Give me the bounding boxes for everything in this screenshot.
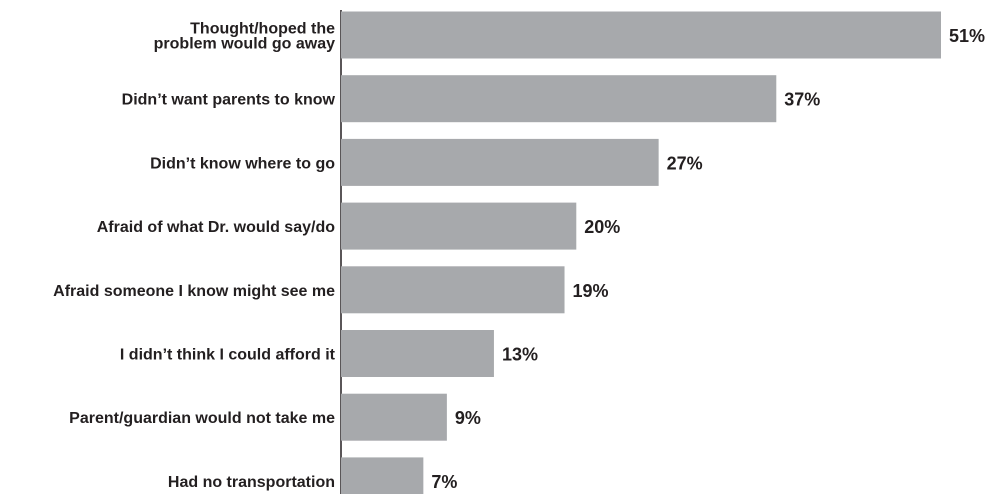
- value-label-2: 27%: [667, 153, 703, 173]
- category-label-4: Afraid someone I know might see me: [53, 283, 335, 300]
- category-label-2: Didn’t know where to go: [150, 155, 335, 172]
- bar-7: [341, 457, 424, 494]
- category-label-7: Had no transportation: [168, 474, 335, 491]
- value-label-4: 19%: [573, 281, 609, 301]
- category-label-line: Had no transportation: [168, 474, 335, 491]
- value-label-1: 37%: [784, 90, 820, 110]
- category-label-line: problem would go away: [154, 36, 335, 53]
- category-label-0: Thought/hoped the problem would go away: [154, 21, 335, 53]
- value-label-6: 9%: [455, 408, 481, 428]
- value-label-0: 51%: [949, 26, 985, 46]
- value-label-5: 13%: [502, 345, 538, 365]
- category-label-6: Parent/guardian would not take me: [69, 410, 335, 427]
- category-label-line: Afraid someone I know might see me: [53, 283, 335, 300]
- category-label-1: Didn’t want parents to know: [122, 92, 336, 109]
- value-label-3: 20%: [584, 217, 620, 237]
- bar-2: [341, 138, 659, 186]
- value-label-7: 7%: [431, 472, 457, 492]
- category-label-line: Thought/hoped the: [190, 21, 335, 38]
- bar-5: [341, 330, 494, 377]
- category-label-5: I didn’t think I could afford it: [120, 347, 336, 364]
- category-label-line: Afraid of what Dr. would say/do: [97, 219, 335, 236]
- bar-3: [341, 202, 577, 250]
- category-label-line: Didn’t know where to go: [150, 155, 335, 172]
- category-label-line: Parent/guardian would not take me: [69, 410, 335, 427]
- value-labels-group: 51% 37% 27% 20% 19% 13% 9% 7%: [431, 26, 985, 492]
- bars-group: [341, 11, 941, 494]
- bar-6: [341, 393, 447, 441]
- bar-1: [341, 75, 777, 123]
- bar-4: [341, 266, 565, 314]
- category-label-line: Didn’t want parents to know: [122, 92, 336, 109]
- bar-0: [341, 11, 941, 59]
- category-labels-group: Thought/hoped the problem would go away Di…: [53, 21, 336, 491]
- category-label-3: Afraid of what Dr. would say/do: [97, 219, 335, 236]
- category-label-line: I didn’t think I could afford it: [120, 347, 336, 364]
